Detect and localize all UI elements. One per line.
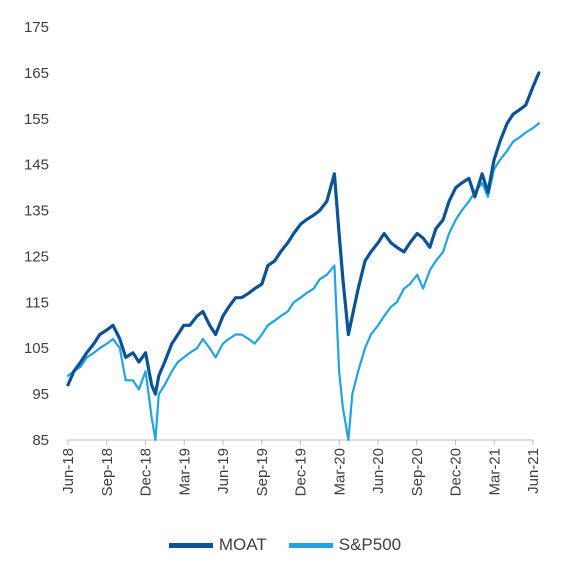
x-tick-label: Jun-20 — [370, 448, 387, 494]
x-tick-label: Jun-19 — [215, 448, 232, 494]
legend-item-moat: MOAT — [168, 535, 267, 555]
x-tick-label: Sep-19 — [254, 448, 271, 496]
y-tick-label: 175 — [24, 19, 49, 36]
x-tick-label: Jun-18 — [60, 448, 77, 494]
y-tick-label: 165 — [24, 65, 49, 82]
legend-label-moat: MOAT — [218, 535, 267, 554]
x-tick-label: Mar-20 — [331, 448, 348, 496]
y-tick-label: 125 — [24, 248, 49, 265]
series-layer — [66, 71, 541, 442]
y-axis-ticks: 85 95 105 115 125 135 145 155 165 175 — [24, 19, 49, 449]
x-tick-label: Dec-18 — [138, 448, 155, 496]
x-tick-label: Dec-20 — [448, 448, 465, 496]
legend-swatch-sp500 — [288, 542, 333, 548]
series-line-moat — [66, 71, 541, 396]
x-tick-label: Mar-21 — [486, 448, 503, 496]
y-tick-label: 135 — [24, 203, 49, 220]
y-tick-label: 145 — [24, 157, 49, 174]
x-tick-label: Sep-18 — [99, 448, 116, 496]
x-tick-label: Dec-19 — [293, 448, 310, 496]
y-tick-label: 95 — [32, 386, 49, 403]
x-tick-label: Jun-21 — [525, 448, 542, 494]
x-tick-label: Sep-20 — [409, 448, 426, 496]
legend-label-sp500: S&P500 — [338, 535, 402, 554]
legend-swatch-moat — [168, 542, 213, 548]
series-line-sp500 — [66, 122, 540, 442]
y-tick-label: 115 — [25, 294, 49, 311]
x-tick-label: Mar-19 — [176, 448, 193, 496]
legend-item-sp500: S&P500 — [288, 535, 402, 555]
y-tick-label: 105 — [24, 340, 49, 357]
y-tick-label: 85 — [32, 432, 49, 449]
legend: MOAT S&P500 — [0, 535, 570, 555]
y-tick-label: 155 — [24, 111, 49, 128]
x-axis-ticks: Jun-18 Sep-18 Dec-18 Mar-19 Jun-19 Sep-19 Dec-… — [60, 440, 542, 496]
